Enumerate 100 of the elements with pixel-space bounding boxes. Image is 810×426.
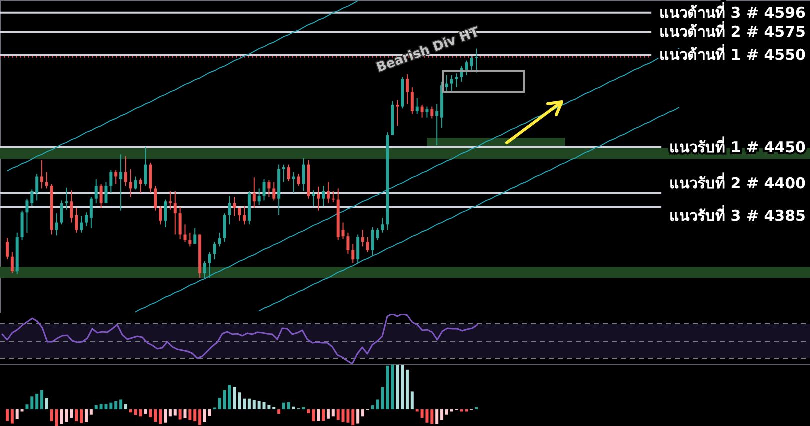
candlestick — [100, 184, 103, 209]
candlestick — [406, 74, 409, 105]
candlestick — [450, 74, 454, 93]
candlestick — [362, 230, 365, 248]
candlestick — [60, 200, 64, 226]
candlestick — [258, 188, 261, 206]
bar — [356, 410, 360, 424]
candlestick — [174, 190, 177, 236]
candlestick — [110, 170, 113, 194]
candlestick — [366, 237, 370, 253]
candlestick — [297, 173, 300, 186]
candlestick — [317, 186, 320, 212]
bar — [168, 410, 172, 417]
candlestick — [326, 182, 330, 204]
candlestick — [154, 185, 158, 212]
bar — [252, 400, 256, 410]
candlestick — [188, 232, 192, 248]
candlestick — [90, 196, 93, 229]
candlestick — [55, 213, 58, 236]
candlestick — [410, 86, 414, 115]
candlestick — [164, 199, 167, 228]
candlestick — [36, 173, 39, 202]
candlestick — [80, 216, 84, 234]
candlestick — [371, 226, 374, 256]
candlestick — [26, 198, 29, 234]
candlestick — [282, 164, 286, 183]
candlestick — [272, 182, 276, 202]
bar — [120, 400, 123, 410]
candlestick — [178, 206, 182, 240]
candlestick — [376, 228, 380, 241]
candlestick — [208, 252, 212, 279]
bar — [440, 410, 444, 420]
candlestick — [342, 222, 345, 240]
candlestick — [6, 238, 9, 260]
candlestick — [396, 100, 400, 127]
candlestick — [252, 177, 256, 209]
bar — [26, 404, 29, 410]
bar — [174, 410, 177, 416]
bar — [36, 394, 39, 410]
bar — [178, 410, 182, 420]
bar — [445, 410, 448, 415]
candlestick — [218, 232, 222, 248]
bar — [10, 410, 14, 424]
bar — [332, 410, 335, 417]
bar — [208, 410, 212, 416]
bar — [75, 410, 78, 422]
candlestick — [302, 158, 306, 192]
candlestick — [194, 228, 197, 244]
bar — [243, 398, 246, 410]
bar — [16, 410, 19, 420]
candlestick — [104, 182, 108, 204]
candlestick — [40, 160, 44, 190]
candlestick — [213, 242, 216, 260]
bar — [134, 410, 138, 416]
bar — [218, 398, 222, 410]
bar — [282, 402, 286, 410]
bar — [391, 365, 394, 410]
candlestick — [470, 56, 474, 70]
candlestick — [445, 74, 448, 93]
candlestick — [10, 252, 14, 274]
candlestick — [149, 162, 152, 194]
candlestick — [129, 168, 132, 198]
candlestick — [312, 190, 316, 207]
bar — [110, 402, 113, 410]
candlestick — [223, 213, 226, 243]
bar — [90, 410, 93, 415]
candlestick — [75, 208, 78, 234]
candlestick — [420, 104, 424, 118]
candlestick — [262, 179, 266, 202]
bar — [30, 396, 34, 410]
candlestick — [184, 224, 187, 243]
candlestick — [65, 187, 68, 210]
bar — [194, 410, 197, 422]
bar — [307, 410, 310, 414]
bar — [188, 410, 192, 420]
bar — [124, 404, 128, 410]
candlestick — [168, 190, 172, 210]
candlestick — [352, 243, 355, 264]
candlestick — [346, 232, 350, 255]
bar — [204, 410, 206, 422]
candlestick — [70, 190, 74, 224]
bar — [184, 410, 187, 418]
bar — [258, 401, 261, 410]
ref-line-label: แนวรับที่ 1 # 4450 — [670, 136, 806, 156]
bar — [352, 410, 355, 426]
bar — [362, 410, 365, 417]
bar — [70, 410, 74, 418]
bar — [317, 410, 320, 422]
candlestick — [94, 179, 98, 204]
candlestick — [292, 172, 296, 194]
bar — [401, 365, 404, 410]
bar — [45, 398, 48, 410]
candlestick — [228, 196, 232, 226]
candlestick — [243, 206, 246, 226]
bar — [144, 410, 148, 414]
candlestick — [322, 185, 326, 207]
bar — [406, 370, 409, 410]
bar — [80, 410, 84, 424]
candlestick — [381, 218, 384, 234]
candlestick — [144, 146, 148, 186]
